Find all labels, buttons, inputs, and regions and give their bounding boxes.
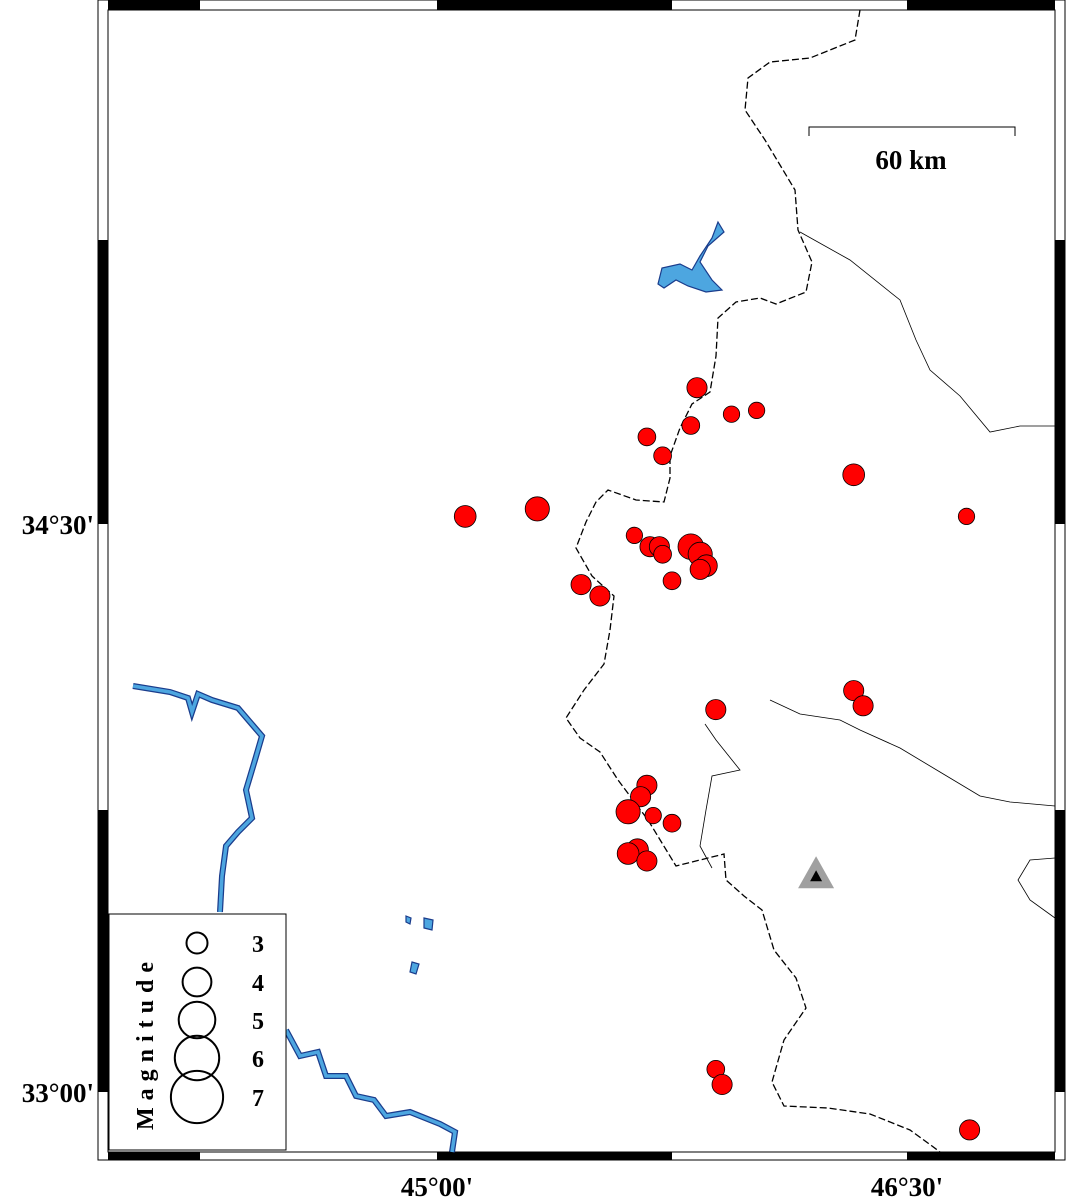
scale-bar-label: 60 km (875, 145, 947, 175)
earthquake-event[interactable] (959, 1119, 981, 1141)
earthquake-event[interactable] (747, 401, 766, 419)
earthquake-event[interactable] (616, 842, 640, 865)
earthquake-event[interactable] (524, 496, 550, 522)
earthquake-event[interactable] (662, 571, 682, 591)
station-inner-icon (810, 870, 823, 882)
island (409, 961, 420, 975)
x-tick-label: 45°00' (401, 1172, 473, 1199)
earthquake-event[interactable] (957, 507, 976, 526)
legend-symbol (181, 966, 213, 998)
earthquake-event[interactable] (711, 1074, 733, 1096)
legend: Magnitude 3 4 5 6 7 (108, 913, 287, 1151)
island (423, 917, 434, 931)
island (405, 915, 412, 925)
earthquake-event[interactable] (570, 574, 592, 596)
international-border (565, 9, 941, 1153)
legend-label: 4 (252, 971, 264, 997)
lake (657, 220, 725, 293)
earthquake-event[interactable] (589, 585, 611, 607)
legend-symbol (185, 931, 209, 955)
earthquake-event[interactable] (842, 463, 865, 487)
earthquake-event[interactable] (681, 416, 701, 435)
boundaries (565, 9, 1056, 1153)
province-boundary (1017, 857, 1056, 919)
scale-bar: 60 km (808, 126, 1016, 175)
earthquake-event[interactable] (615, 799, 641, 825)
earthquake-event[interactable] (852, 695, 874, 717)
station-marker[interactable] (798, 856, 835, 889)
earthquake-event[interactable] (705, 699, 727, 721)
legend-symbol (177, 1000, 217, 1040)
events-layer (453, 377, 981, 1141)
earthquake-event[interactable] (653, 446, 672, 466)
y-tick-label: 33°00' (22, 1078, 94, 1108)
earthquake-event[interactable] (722, 405, 741, 423)
province-boundary (799, 231, 1055, 433)
legend-title: Magnitude (133, 955, 159, 1130)
earthquake-event[interactable] (453, 505, 477, 528)
legend-label: 5 (252, 1009, 264, 1035)
earthquake-event[interactable] (843, 680, 865, 702)
legend-label: 3 (252, 932, 264, 958)
earthquake-event[interactable] (630, 786, 652, 808)
y-tick-label: 34°30' (22, 510, 94, 540)
legend-symbol (169, 1069, 225, 1125)
earthquake-event[interactable] (637, 427, 657, 447)
legend-label: 7 (252, 1086, 264, 1112)
earthquake-event[interactable] (653, 544, 672, 564)
earthquake-event[interactable] (686, 377, 708, 399)
earthquake-event[interactable] (662, 813, 682, 833)
earthquake-event[interactable] (625, 526, 644, 545)
earthquake-event[interactable] (644, 806, 662, 825)
water-bodies (132, 220, 725, 1153)
province-boundary (769, 699, 1056, 807)
legend-symbol (173, 1034, 221, 1082)
province-boundary (699, 723, 741, 869)
earthquake-event[interactable] (636, 850, 658, 872)
earthquake-event[interactable] (689, 558, 711, 580)
x-tick-label: 46°30' (871, 1172, 943, 1199)
legend-label: 6 (252, 1047, 264, 1073)
